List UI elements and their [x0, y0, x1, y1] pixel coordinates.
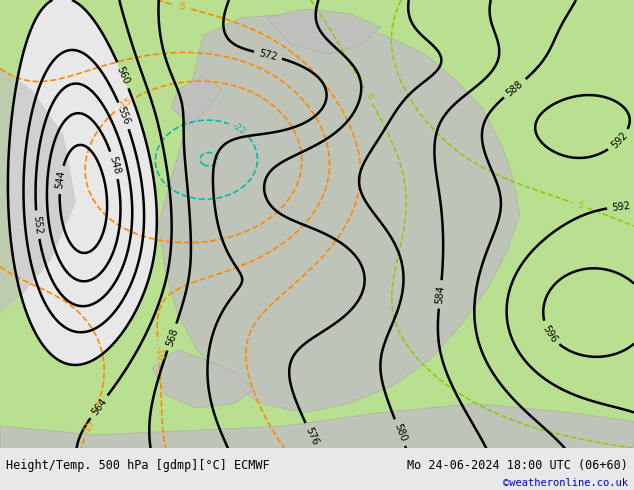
Text: 0: 0 [363, 92, 374, 101]
Text: 568: 568 [164, 327, 179, 347]
Text: 592: 592 [611, 200, 631, 213]
Text: 560: 560 [115, 65, 131, 86]
Polygon shape [171, 76, 222, 125]
Text: 548: 548 [107, 155, 122, 175]
Polygon shape [266, 9, 380, 54]
Text: ©weatheronline.co.uk: ©weatheronline.co.uk [503, 478, 628, 488]
Text: 596: 596 [541, 323, 559, 344]
Text: 592: 592 [609, 130, 630, 150]
Text: 576: 576 [303, 425, 320, 446]
Text: 552: 552 [31, 215, 43, 235]
Text: 544: 544 [55, 170, 67, 190]
Text: 588: 588 [505, 78, 525, 98]
Polygon shape [158, 13, 520, 413]
Text: -22: -22 [231, 122, 248, 137]
Text: Height/Temp. 500 hPa [gdmp][°C] ECMWF: Height/Temp. 500 hPa [gdmp][°C] ECMWF [6, 459, 270, 472]
Text: -5: -5 [176, 1, 187, 12]
Text: 5: 5 [576, 200, 584, 210]
Polygon shape [0, 404, 634, 448]
Text: 584: 584 [434, 285, 446, 304]
Text: 556: 556 [116, 105, 132, 126]
Text: -15: -15 [117, 96, 134, 111]
Text: -15: -15 [82, 418, 96, 436]
Polygon shape [152, 350, 254, 408]
Text: -10: -10 [153, 345, 164, 361]
Text: 572: 572 [258, 48, 278, 62]
Text: 564: 564 [89, 396, 108, 417]
Text: 580: 580 [392, 422, 408, 443]
Polygon shape [0, 67, 76, 314]
Text: Mo 24-06-2024 18:00 UTC (06+60): Mo 24-06-2024 18:00 UTC (06+60) [407, 459, 628, 472]
